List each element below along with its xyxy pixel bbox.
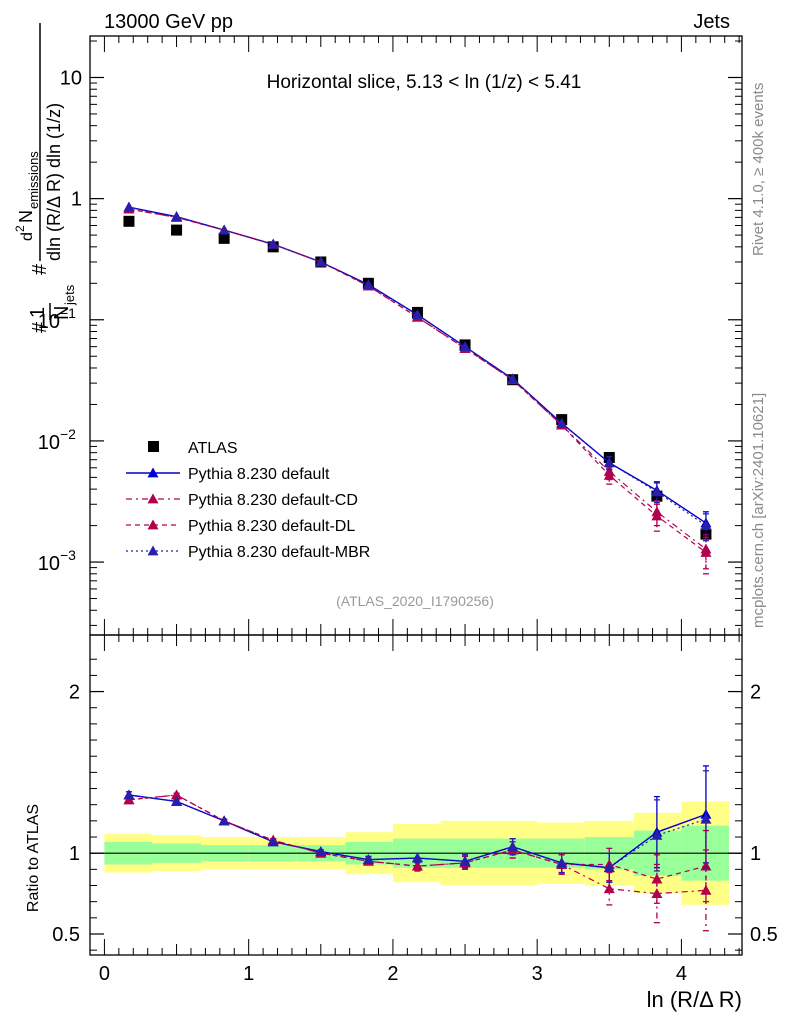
rivet-version-label: Rivet 4.1.0, ≥ 400k events [750, 83, 767, 256]
ratio-point-mbr-9 [556, 857, 568, 868]
mcplots-label: mcplots.cern.ch [arXiv:2401.10621] [750, 393, 767, 628]
ratio-point-mbr-5 [362, 854, 374, 865]
legend-marker-atlas [148, 441, 159, 452]
y-label-one: 1 [27, 307, 49, 318]
x-axis-label: ln (R/Δ R) [647, 987, 742, 1012]
xtick-label-2: 2 [387, 963, 398, 985]
slice-title: Horizontal slice, 5.13 < ln (1/z) < 5.41 [267, 72, 582, 93]
legend-label-atlas: ATLAS [188, 440, 238, 457]
legend-label-default: Pythia 8.230 default [188, 466, 330, 483]
ratio-ytick-label-right-2: 2 [750, 682, 761, 704]
main-point-mbr-10 [603, 457, 615, 468]
main-point-mbr-0 [123, 201, 135, 212]
legend-label-dl: Pythia 8.230 default-DL [188, 518, 355, 535]
main-point-mbr-8 [507, 373, 519, 384]
ratio-point-mbr-8 [507, 841, 519, 852]
ratio-ytick-label-left-1: 1 [69, 843, 80, 865]
ratio-point-mbr-11 [651, 829, 663, 840]
y-label-jets-sub: jets [62, 284, 77, 306]
main-y-axis-label: # 1 N jets # d 2 N emissions dln (R/Δ R)… [13, 23, 77, 333]
main-ytick-label-exp-2: −1 [60, 305, 76, 321]
legend-marker-default [147, 467, 159, 478]
y-label-n: N [51, 306, 73, 320]
main-point-mbr-9 [556, 417, 568, 428]
legend-marker-dl [147, 519, 159, 530]
ratio-point-dl-1 [171, 789, 183, 800]
main-point-mbr-7 [459, 341, 471, 352]
xtick-label-0: 0 [99, 963, 110, 985]
atlas-point-0 [123, 215, 135, 227]
main-ytick-label-base-1: 10 [38, 432, 60, 454]
main-point-mbr-2 [218, 224, 230, 235]
main-ytick-label-exp-0: −3 [60, 547, 76, 563]
ratio-ytick-label-left-2: 2 [69, 682, 80, 704]
xtick-label-3: 3 [532, 963, 543, 985]
xtick-label-1: 1 [243, 963, 254, 985]
ratio-point-cd-10 [603, 883, 615, 894]
y-label-emissions-sub: emissions [26, 151, 41, 209]
ratio-frame [89, 634, 743, 956]
ratio-point-mbr-10 [603, 862, 615, 873]
y-label-hash-1: # [29, 321, 51, 333]
xtick-label-4: 4 [676, 963, 687, 985]
main-data-layer [123, 201, 712, 575]
ratio-point-mbr-6 [411, 852, 423, 863]
ratio-y-axis-label: Ratio to ATLAS [25, 804, 42, 912]
main-ytick-label-base-0: 10 [38, 553, 60, 575]
ratio-point-dl-11 [651, 873, 663, 884]
atlas-point-2 [218, 232, 230, 244]
ratio-point-dl-6 [411, 860, 423, 871]
main-point-mbr-5 [362, 279, 374, 290]
ratio-point-mbr-1 [171, 795, 183, 806]
y-label-denominator: dln (R/Δ R) dln (1/z) [44, 103, 64, 261]
atlas-point-1 [171, 224, 183, 236]
header-right-label: Jets [693, 11, 730, 33]
ratio-ytick-label-left-0: 0.5 [52, 924, 80, 946]
main-ytick-label-4: 10 [60, 67, 82, 89]
legend-label-mbr: Pythia 8.230 default-MBR [188, 544, 370, 561]
main-point-mbr-4 [315, 256, 327, 267]
ratio-ytick-label-right-1: 1 [750, 843, 761, 865]
legend: ATLAS Pythia 8.230 default Pythia 8.230 de… [126, 440, 370, 561]
main-point-mbr-12 [700, 520, 712, 530]
y-label-hash-2: # [29, 263, 51, 275]
legend-marker-mbr [147, 545, 159, 556]
main-point-dl-12 [700, 546, 712, 557]
ratio-point-mbr-12 [700, 813, 712, 824]
main-point-mbr-3 [267, 238, 279, 249]
main-ytick-label-3: 1 [71, 189, 82, 211]
legend-marker-cd [147, 493, 159, 504]
main-point-mbr-11 [651, 486, 663, 497]
ratio-data-layer [90, 765, 742, 932]
ratio-point-mbr-2 [218, 815, 230, 826]
ratio-point-mbr-4 [315, 846, 327, 856]
ratio-point-mbr-0 [123, 789, 135, 800]
main-point-dl-11 [651, 510, 663, 521]
ratio-point-cd-12 [700, 884, 712, 895]
legend-label-cd: Pythia 8.230 default-CD [188, 492, 358, 509]
ratio-point-mbr-3 [267, 836, 279, 847]
analysis-id-label: (ATLAS_2020_I1790256) [336, 593, 494, 609]
main-point-dl-10 [603, 469, 615, 480]
ratio-point-mbr-7 [459, 855, 471, 866]
y-label-nemissions: N [16, 210, 36, 223]
main-point-mbr-6 [411, 309, 423, 320]
main-ytick-label-base-2: 10 [38, 311, 60, 333]
main-ytick-label-exp-1: −2 [60, 426, 76, 442]
main-point-mbr-1 [171, 211, 183, 222]
header-left-label: 13000 GeV pp [104, 11, 233, 33]
ratio-ytick-label-right-0: 0.5 [750, 924, 778, 946]
y-label-d2: d [19, 232, 36, 241]
y-label-d2-exp: 2 [13, 225, 27, 232]
